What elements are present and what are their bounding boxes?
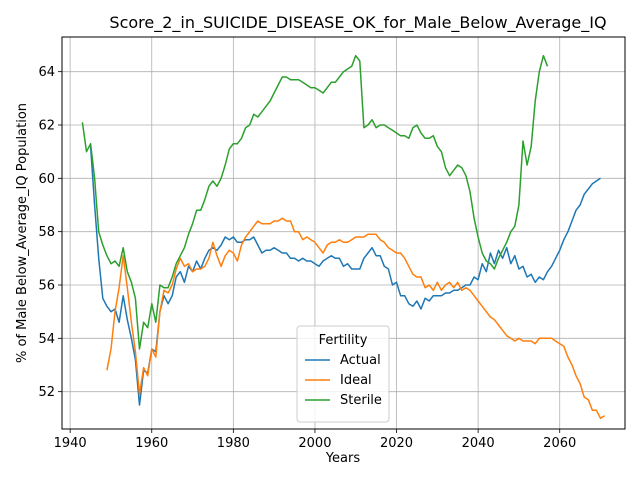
x-tick-label: 1940	[54, 436, 87, 451]
y-tick-label: 58	[38, 225, 55, 240]
series-line-sterile	[81, 54, 549, 350]
y-tick-label: 56	[38, 279, 55, 294]
legend-label-actual: Actual	[340, 353, 381, 368]
legend-items: Actual Ideal Sterile	[305, 353, 382, 408]
legend-title: Fertility	[319, 333, 368, 348]
chart-title: Score_2_in_SUICIDE_DISEASE_OK_for_Male_B…	[109, 13, 606, 33]
y-tick-label: 52	[38, 385, 55, 400]
y-axis: 52 54 56 58 60 62 64	[38, 65, 62, 400]
legend-box	[296, 325, 390, 423]
series-lines	[81, 54, 606, 420]
x-tick-label: 1960	[135, 436, 168, 451]
series-line-ideal	[106, 217, 606, 420]
x-tick-label: 2060	[543, 436, 576, 451]
x-tick-label: 1980	[217, 436, 250, 451]
y-tick-label: 54	[38, 332, 55, 347]
x-tick-label: 2040	[462, 436, 495, 451]
legend-label-ideal: Ideal	[340, 373, 372, 388]
x-tick-label: 2020	[380, 436, 413, 451]
legend: Fertility Actual Ideal Sterile	[296, 325, 390, 423]
y-tick-label: 60	[38, 172, 55, 187]
x-axis-label: Years	[325, 451, 361, 466]
y-axis-label: % of Male Below_Average_IQ Population	[15, 103, 30, 363]
x-axis: 1940 1960 1980 2000 2020 2040 2060	[54, 429, 576, 451]
legend-label-sterile: Sterile	[340, 393, 382, 408]
x-tick-label: 2000	[298, 436, 331, 451]
y-tick-label: 62	[38, 119, 55, 134]
series-line-actual	[89, 146, 601, 406]
y-tick-label: 64	[38, 65, 55, 80]
plot-frame	[61, 36, 626, 430]
